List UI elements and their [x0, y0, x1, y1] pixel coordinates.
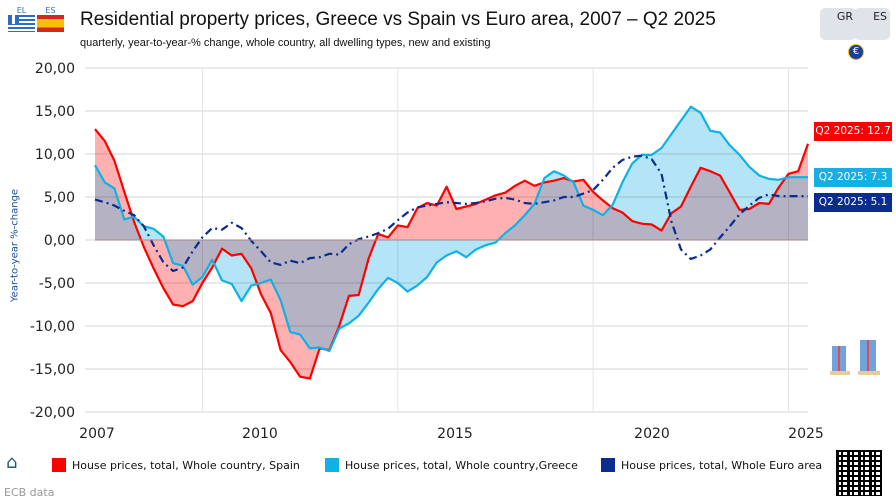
- country-logos: GR ES €: [820, 8, 890, 64]
- spain-map-icon[interactable]: ES: [854, 8, 890, 40]
- y-tick-label: 20,00: [35, 61, 75, 77]
- house-euro-icon: ⌂: [6, 452, 18, 473]
- source-label: ECB data: [4, 486, 55, 499]
- y-tick-label: -15,00: [30, 362, 75, 378]
- badge-euro-label: Q2 2025: 5.1: [818, 196, 888, 208]
- buildings-icon: [826, 338, 886, 378]
- y-tick-label: 10,00: [35, 147, 75, 163]
- x-tick-label: 2007: [79, 426, 115, 442]
- x-tick-label: 2020: [634, 426, 670, 442]
- x-tick-label: 2010: [242, 426, 278, 442]
- legend-item-greece[interactable]: House prices, total, Whole country,Greec…: [325, 458, 578, 472]
- y-ticks: 20,00 15,00 10,00 5,00 0,00 -5,00 -10,00 -15,00…: [30, 61, 75, 421]
- x-tick-label: 2025: [788, 426, 824, 442]
- line-greece: [94, 105, 808, 352]
- chart-subtitle: quarterly, year-to-year-% change, whole …: [80, 37, 491, 49]
- spain-flag-icon: [37, 15, 64, 32]
- badge-greece-label: Q2 2025: 7.3: [818, 171, 888, 183]
- y-tick-label: 5,00: [44, 190, 75, 206]
- spain-flag-code: ES: [45, 6, 56, 15]
- badge-spain-label: Q2 2025: 12.7: [815, 125, 891, 137]
- series-lines: [94, 105, 810, 380]
- y-tick-label: 0,00: [44, 233, 75, 249]
- greece-flag-icon: [8, 15, 35, 32]
- legend-item-euro[interactable]: House prices, total, Whole Euro area: [601, 458, 822, 472]
- legend-label-spain: House prices, total, Whole country, Spai…: [72, 458, 300, 472]
- y-tick-label: -10,00: [30, 319, 75, 335]
- y-tick-label: 15,00: [35, 104, 75, 120]
- y-tick-label: -20,00: [30, 405, 75, 421]
- legend-label-greece: House prices, total, Whole country,Greec…: [345, 458, 578, 472]
- ecb-euro-icon[interactable]: €: [848, 44, 864, 60]
- greece-flag-code: EL: [16, 6, 27, 15]
- qr-code-icon[interactable]: [836, 450, 882, 496]
- greece-map-icon[interactable]: GR: [820, 8, 856, 40]
- spain-flag: ES: [37, 6, 64, 32]
- badge-euro: Q2 2025: 5.1: [814, 193, 892, 212]
- area-greece: [95, 106, 808, 351]
- x-ticks: 2007 2010 2015 2020 2025: [79, 426, 824, 442]
- legend-swatch-euro: [601, 458, 615, 472]
- y-tick-label: -5,00: [39, 276, 75, 292]
- legend-item-spain[interactable]: House prices, total, Whole country, Spai…: [52, 458, 300, 472]
- badge-greece: Q2 2025: 7.3: [814, 168, 892, 187]
- spain-map-label: ES: [873, 10, 887, 23]
- x-tick-label: 2015: [437, 426, 473, 442]
- greece-map-label: GR: [836, 10, 853, 23]
- badge-spain: Q2 2025: 12.7: [814, 122, 892, 141]
- flags-header: EL ES: [8, 6, 64, 32]
- legend-swatch-greece: [325, 458, 339, 472]
- legend-label-euro: House prices, total, Whole Euro area: [621, 458, 823, 472]
- legend-swatch-spain: [52, 458, 66, 472]
- chart-title: Residential property prices, Greece vs S…: [80, 9, 716, 30]
- greece-flag: EL: [8, 6, 35, 32]
- area-spain: [95, 129, 808, 379]
- series-areas: [95, 106, 808, 379]
